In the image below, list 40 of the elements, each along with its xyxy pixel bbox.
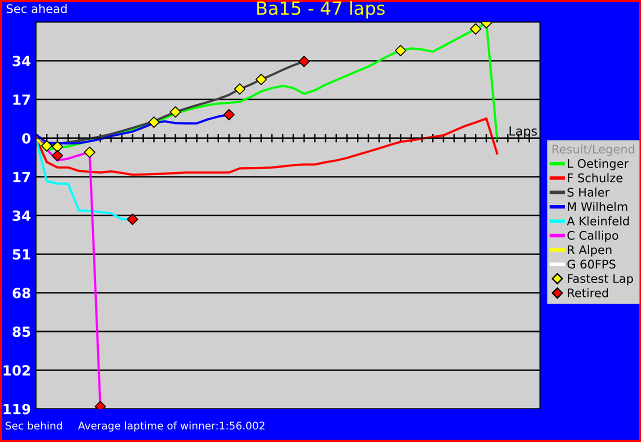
legend-label: Fastest Lap [568,274,633,286]
point [52,150,64,162]
y-tick-label: 119 [4,404,30,414]
legend-label: G 60FPS [567,260,616,269]
legend-label: M Wilhelm [568,202,628,212]
y-tick-label: 17 [13,172,30,182]
line-series [36,117,498,176]
y-tick-label: 34 [12,56,30,66]
y-tick-label: 17 [13,94,30,105]
legend-label: L Oetinger [568,158,629,170]
y-tick-label: 68 [12,288,30,298]
legend-label: C Callipo [567,230,618,242]
legend-title: Result/Legend [552,144,634,156]
point [148,116,160,128]
point [223,109,235,120]
point [470,23,482,35]
y-tick-label: 102 [4,365,30,376]
point [126,214,138,226]
point [41,140,52,152]
text: Sec behind [6,421,62,430]
y-tick-label: 51 [12,249,30,260]
y-tick-label: 0 [22,133,30,144]
point [52,141,64,152]
legend-label: Retired [568,288,608,298]
legend-label: S Haler [568,188,610,197]
point [298,56,310,68]
chart-title: Ba15 - 47 laps [257,1,385,18]
text: Average laptime of winner:1:56.002 [78,421,264,432]
point [84,146,96,158]
point [256,74,267,86]
point [170,106,182,118]
legend-label: F Schulze [568,173,622,182]
y-tick-label: 85 [12,326,30,337]
y-tick-label: 34 [12,210,30,221]
y-axis-title: Sec ahead [6,4,67,14]
point [234,83,246,95]
legend-label: R Alpen [568,245,612,257]
point [394,44,406,56]
x-axis-title: Laps [510,126,537,138]
legend-label: A Kleinfeld [566,216,629,226]
